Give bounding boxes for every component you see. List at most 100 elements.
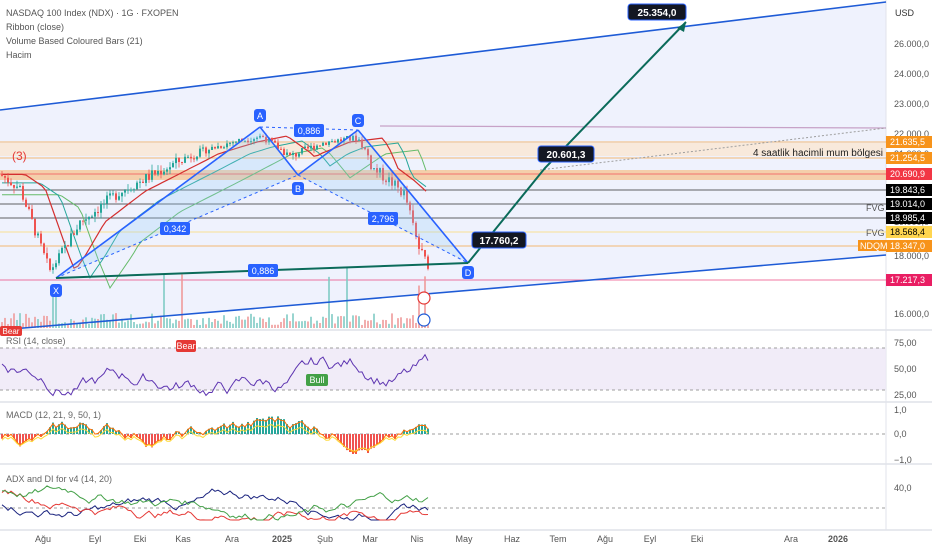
volume-bar <box>313 324 315 328</box>
volume-bar <box>193 325 195 328</box>
volume-bar <box>199 325 201 328</box>
candle-body <box>145 174 147 183</box>
rsi-tick: 50,00 <box>894 364 917 374</box>
candle-body <box>100 204 102 213</box>
volume-bar <box>367 321 369 328</box>
volume-bar <box>310 317 312 328</box>
rsi-title[interactable]: RSI (14, close) <box>6 336 66 346</box>
volume-bar <box>409 319 411 328</box>
candle-body <box>322 143 324 146</box>
candle-body <box>148 174 150 180</box>
volume-bar <box>370 320 372 328</box>
macd-pane <box>1 416 429 454</box>
orange-zone <box>0 170 886 180</box>
time-tick: Haz <box>504 534 521 544</box>
candle-body <box>106 196 108 204</box>
volume-bar <box>241 320 243 328</box>
candle-body <box>76 230 78 235</box>
candle-body <box>313 146 315 150</box>
candle-body <box>328 141 330 144</box>
adx-pane <box>2 486 428 520</box>
candle-body <box>217 146 219 148</box>
time-tick: Eki <box>134 534 147 544</box>
indicator-volume-bars[interactable]: Volume Based Coloured Bars (21) <box>6 36 143 46</box>
volume-bar <box>379 324 381 328</box>
volume-bar <box>361 325 363 328</box>
indicator-volume[interactable]: Hacim <box>6 50 32 60</box>
time-tick: Ağu <box>597 534 613 544</box>
volume-bar <box>139 324 141 328</box>
volume-bar <box>118 323 120 328</box>
volume-bar <box>181 275 183 328</box>
candle-body <box>184 157 186 163</box>
candle-body <box>283 149 285 155</box>
volume-bar <box>268 317 270 328</box>
volume-bar <box>364 320 366 328</box>
candle-body <box>10 182 12 185</box>
volume-bar <box>220 324 222 328</box>
fvg-label: FVG <box>866 228 885 238</box>
price-tick: 26.000,0 <box>894 39 929 49</box>
divergence-label: Bear <box>3 327 20 336</box>
candle-body <box>307 147 309 149</box>
volume-bar <box>301 321 303 328</box>
candle-body <box>103 204 105 205</box>
macd-title[interactable]: MACD (12, 21, 9, 50, 1) <box>6 410 101 420</box>
volume-bar <box>151 314 153 328</box>
volume-bar <box>130 314 132 328</box>
ndqm-label: NDQM <box>860 241 888 251</box>
candle-body <box>112 193 114 194</box>
volume-bar <box>259 317 261 328</box>
candle-body <box>316 146 318 150</box>
indicator-ribbon[interactable]: Ribbon (close) <box>6 22 64 32</box>
volume-bar <box>166 318 168 328</box>
volume-bar <box>403 323 405 328</box>
candle-body <box>19 186 21 187</box>
candle-body <box>289 153 291 155</box>
adx-title[interactable]: ADX and DI for v4 (14, 20) <box>6 474 112 484</box>
volume-bar <box>253 317 255 328</box>
candle-body <box>7 178 9 183</box>
price-tick: 24.000,0 <box>894 69 929 79</box>
candle-body <box>31 209 33 219</box>
price-tag-label: 18.347,0 <box>890 241 925 251</box>
candle-body <box>91 217 93 218</box>
volume-bar <box>88 324 90 328</box>
volume-bar <box>127 320 129 328</box>
volume-bar <box>202 318 204 328</box>
time-tick: 2025 <box>272 534 292 544</box>
candle-body <box>304 147 306 148</box>
volume-bar <box>163 274 165 328</box>
candle-body <box>175 158 177 163</box>
candle-body <box>169 167 171 169</box>
price-tag-label: 17.217,3 <box>890 275 925 285</box>
volume-bar <box>394 325 396 328</box>
candle-body <box>232 142 234 143</box>
volume-bar <box>295 321 297 328</box>
volume-bar <box>304 321 306 328</box>
candle-body <box>64 245 66 248</box>
volume-bar <box>190 319 192 328</box>
symbol-title[interactable]: NASDAQ 100 Index (NDX) · 1G · FXOPEN <box>6 8 179 18</box>
candle-body <box>181 162 183 163</box>
candle-body <box>202 147 204 148</box>
candle-body <box>28 207 30 209</box>
candle-body <box>310 146 312 149</box>
volume-bar <box>178 321 180 328</box>
time-tick: Eyl <box>644 534 657 544</box>
point-label: X <box>53 286 59 296</box>
volume-bar <box>244 320 246 328</box>
volume-bar <box>238 316 240 328</box>
macd-bar <box>364 434 366 450</box>
volume-bar <box>49 321 51 328</box>
volume-bar <box>415 323 417 328</box>
candle-body <box>34 219 36 235</box>
candle-body <box>226 143 228 147</box>
candle-body <box>22 186 24 200</box>
candle-body <box>25 200 27 207</box>
price-tag-label: 21.635,5 <box>890 137 925 147</box>
volume-bar <box>187 319 189 328</box>
